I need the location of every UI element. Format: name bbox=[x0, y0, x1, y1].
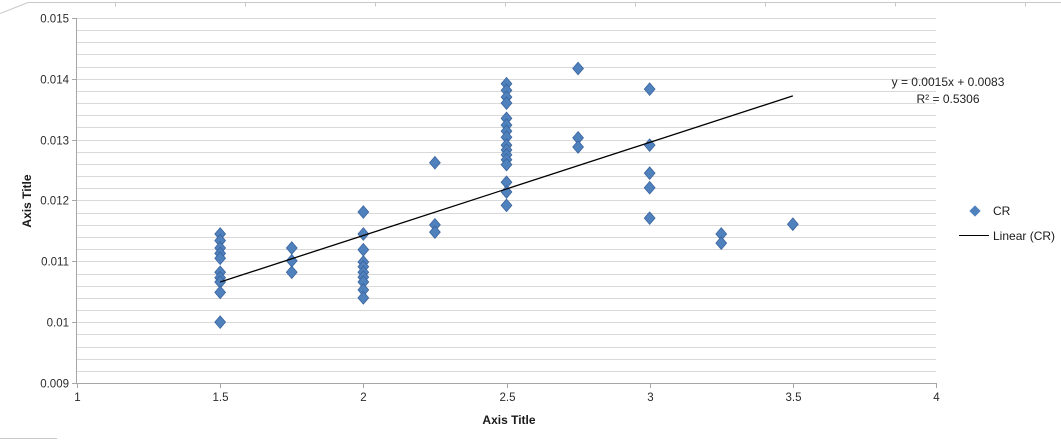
svg-text:1: 1 bbox=[74, 392, 80, 404]
gridlines bbox=[77, 18, 936, 372]
legend-label-linear-cr: Linear (CR) bbox=[993, 228, 1056, 243]
svg-text:0.01: 0.01 bbox=[47, 318, 69, 330]
legend: CR Linear (CR) bbox=[959, 198, 1055, 248]
diamond-marker-icon bbox=[969, 204, 981, 217]
trendline-equation: y = 0.0015x + 0.0083 bbox=[891, 75, 1005, 89]
y-axis-title: Axis Title bbox=[20, 174, 34, 228]
y-axis-tick-labels: 0.009 0.01 0.011 0.012 0.013 0.014 0.015 bbox=[40, 14, 69, 391]
svg-text:3.5: 3.5 bbox=[786, 392, 802, 404]
svg-text:0.009: 0.009 bbox=[40, 379, 69, 391]
legend-label-cr: CR bbox=[993, 203, 1011, 218]
trendline-r-squared: R² = 0.5306 bbox=[916, 92, 980, 106]
svg-text:0.013: 0.013 bbox=[40, 136, 69, 148]
legend-item-cr: CR bbox=[959, 198, 1055, 223]
svg-text:0.015: 0.015 bbox=[40, 14, 69, 26]
x-axis-tick-labels: 1 1.5 2 2.5 3 3.5 4 bbox=[74, 392, 940, 404]
trendline-label: y = 0.0015x + 0.0083 R² = 0.5306 bbox=[892, 74, 1005, 108]
axes bbox=[72, 18, 937, 388]
x-axis-title: Axis Title bbox=[482, 413, 536, 427]
trendline-swatch-icon bbox=[959, 235, 989, 236]
trendline bbox=[219, 95, 794, 283]
svg-text:2: 2 bbox=[360, 392, 366, 404]
svg-text:4: 4 bbox=[933, 392, 940, 404]
svg-text:0.011: 0.011 bbox=[41, 257, 69, 269]
legend-item-linear-cr: Linear (CR) bbox=[959, 223, 1055, 248]
svg-text:2.5: 2.5 bbox=[500, 392, 516, 404]
svg-text:1.5: 1.5 bbox=[213, 392, 229, 404]
svg-text:3: 3 bbox=[647, 392, 653, 404]
svg-text:0.012: 0.012 bbox=[40, 196, 69, 208]
data-points bbox=[214, 61, 799, 330]
svg-text:0.014: 0.014 bbox=[40, 75, 69, 87]
